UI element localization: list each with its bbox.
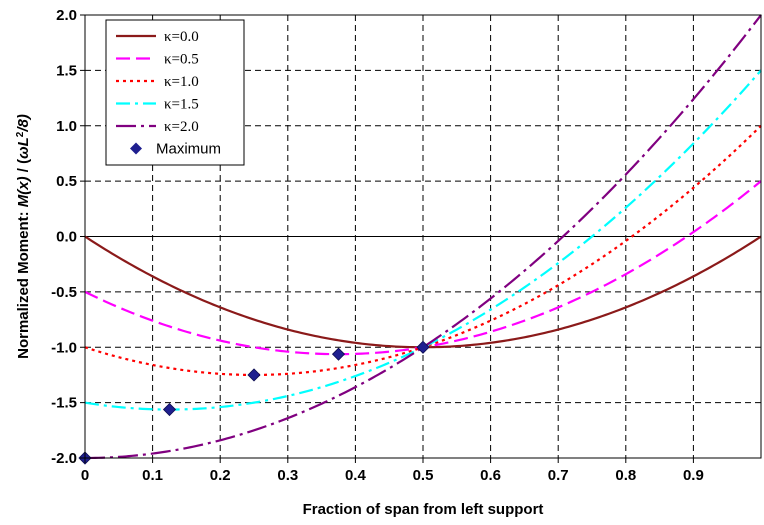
x-tick-label: 0.5 [413,467,434,484]
legend-label: κ=0.0 [164,29,199,45]
series-line [84,69,762,411]
maximum-marker [247,368,261,382]
x-tick-label: 0.2 [210,467,231,484]
y-tick-label: 1.0 [56,118,77,135]
y-axis-title: Normalized Moment: M(x) / (ωL2/8) [15,114,33,359]
x-tick-label: 0.3 [277,467,298,484]
legend-box [105,19,245,166]
x-tick-labels: 0 0.1 0.2 0.3 0.4 0.5 0.6 0.7 0.8 0.9 [81,458,704,484]
legend-label: κ=1.0 [164,74,199,90]
y-tick-labels: -2.0 -1.5 -1.0 -0.5 0.0 0.5 1.0 1.5 2.0 [51,7,85,467]
legend: κ=0.0 κ=0.5 κ=1.0 κ=1.5 κ=2.0 Maximum [105,19,245,166]
y-tick-label: 0.0 [56,229,77,246]
legend-label: κ=2.0 [164,119,199,135]
series-line [84,14,762,460]
maximum-marker [331,347,346,361]
maximum-marker [416,340,430,354]
y-tick-label: -1.5 [51,395,77,412]
y-tick-label: 0.5 [56,173,77,190]
maximum-marker [162,402,177,417]
y-tick-label: 1.5 [56,62,77,79]
legend-label: κ=0.5 [164,52,199,68]
x-tick-label: 0.1 [142,467,163,484]
y-tick-label: 2.0 [56,7,77,24]
legend-label: Maximum [156,141,221,158]
legend-marker [130,142,142,155]
x-tick-label: 0.8 [615,467,636,484]
y-tick-label: -0.5 [51,284,77,301]
x-tick-label: 0.7 [548,467,569,484]
x-axis-title: Fraction of span from left support [303,501,544,518]
y-tick-label: -2.0 [51,450,77,467]
y-tick-label: -1.0 [51,339,77,356]
x-tick-label: 0.9 [683,467,704,484]
legend-label: κ=1.5 [164,97,199,113]
x-tick-label: 0.6 [480,467,501,484]
x-tick-label: 0 [81,467,89,484]
x-tick-label: 0.4 [345,467,367,484]
